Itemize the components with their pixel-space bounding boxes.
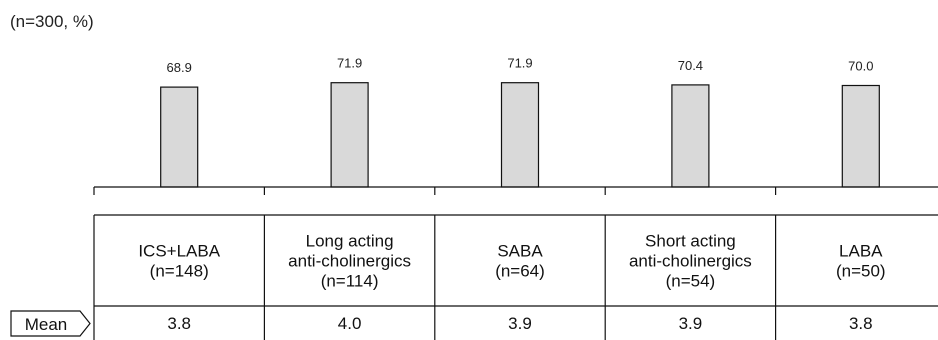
category-label-line: Short acting — [645, 232, 736, 251]
category-label-line: ICS+LABA — [138, 242, 220, 261]
category-label-line: (n=64) — [495, 262, 545, 281]
unit-note: (n=300, %) — [10, 12, 94, 31]
category-table: ICS+LABA (n=148)Long acting anti-cholinerg… — [93, 214, 938, 340]
category-label-1: ICS+LABA (n=148) — [138, 242, 220, 281]
mean-label: Mean — [25, 315, 68, 334]
mean-value-3: 3.9 — [508, 314, 532, 333]
value-label-5: 70.0 — [848, 59, 873, 74]
bar-3 — [500, 82, 540, 188]
mean-row: 3.8 4.0 3.9 3.9 3.8 Mean — [10, 310, 873, 337]
category-label-line: anti-cholinergics — [629, 252, 752, 271]
category-label-line: (n=50) — [836, 262, 886, 281]
value-label-2: 71.9 — [337, 56, 362, 71]
category-label-line: (n=114) — [321, 272, 379, 291]
category-label-line: anti-cholinergics — [288, 252, 411, 271]
category-label-2: Long acting anti-cholinergics (n=114) — [288, 232, 411, 291]
mean-tag-shape — [10, 310, 91, 337]
bar-5 — [841, 84, 880, 188]
category-label-5: LABA (n=50) — [836, 242, 886, 281]
category-label-4: Short acting anti-cholinergics (n=54) — [629, 232, 752, 291]
bars-layer: 68.9 71.9 71.9 70.4 70.0 — [160, 56, 880, 188]
category-label-line: Long acting — [306, 232, 394, 251]
category-label-line: SABA — [497, 242, 543, 261]
axis-layer — [93, 186, 938, 195]
category-label-line: (n=54) — [666, 272, 716, 291]
mean-value-4: 3.9 — [679, 314, 703, 333]
value-label-4: 70.4 — [678, 58, 703, 73]
bar-1 — [160, 86, 199, 188]
bar-2 — [330, 82, 369, 188]
category-label-line: (n=148) — [150, 262, 209, 281]
category-label-3: SABA (n=64) — [495, 242, 545, 281]
bar-4 — [671, 84, 710, 188]
value-label-1: 68.9 — [167, 60, 192, 75]
value-label-3: 71.9 — [507, 56, 532, 71]
mean-value-2: 4.0 — [338, 314, 362, 333]
mean-value-1: 3.8 — [167, 314, 191, 333]
mean-value-5: 3.8 — [849, 314, 873, 333]
category-label-line: LABA — [839, 242, 883, 261]
